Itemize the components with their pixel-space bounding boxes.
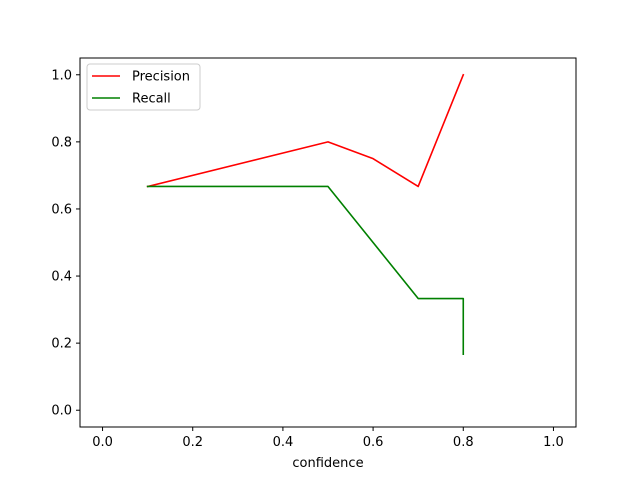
y-tick-label: 0.2 (51, 337, 72, 352)
legend-label: Recall (132, 92, 171, 107)
y-tick-label: 0.8 (51, 135, 72, 150)
x-tick-label: 0.4 (273, 435, 294, 450)
y-tick-label: 0.6 (51, 202, 72, 217)
series-layer (146, 73, 465, 356)
x-tick-label: 0.6 (363, 435, 384, 450)
x-axis-label: confidence (292, 456, 363, 471)
x-tick-label: 0.2 (182, 435, 203, 450)
series-line-precision (146, 73, 465, 188)
y-tick-label: 0.4 (51, 270, 72, 285)
y-tick-label: 0.0 (51, 404, 72, 419)
x-tick-label: 1.0 (543, 435, 564, 450)
y-tick-label: 1.0 (51, 68, 72, 83)
x-axis: 0.0 0.2 0.4 0.6 0.8 1.0 (92, 427, 564, 450)
plot-area-frame (79, 57, 577, 428)
x-tick-label: 0.0 (92, 435, 113, 450)
x-tick-label: 0.8 (453, 435, 474, 450)
legend-label: Precision (132, 70, 190, 85)
y-axis: 0.0 0.2 0.4 0.6 0.8 1.0 (51, 68, 80, 419)
legend: Precision Recall (86, 63, 201, 111)
series-line-recall (146, 185, 465, 356)
